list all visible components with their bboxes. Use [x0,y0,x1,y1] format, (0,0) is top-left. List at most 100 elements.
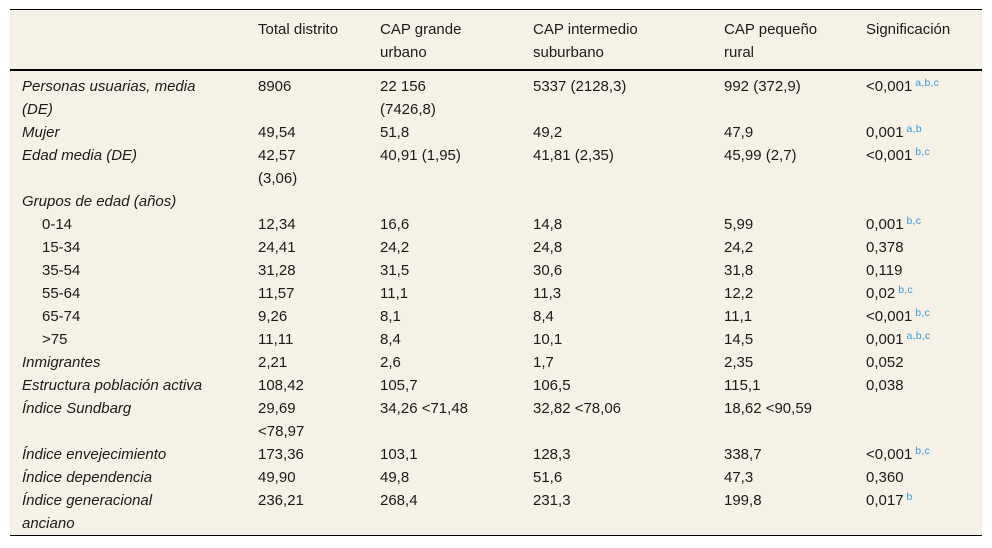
cell-total-distrito: 31,28 [258,262,296,279]
column-header-cap-intermedio-suburbano: CAP intermedio suburbano [533,9,724,71]
significance-value: 0,017 [866,492,904,509]
table-row: Personas usuarias, media (DE) 8906 22 15… [10,70,982,121]
cell-total-distrito: 49,90 [258,469,296,486]
cell-total-distrito: 108,42 [258,377,304,394]
cell-significacion: <0,001 b,c [866,305,982,328]
footnote-reference-link[interactable]: b,c [915,146,930,158]
footnote-reference-link[interactable]: b,c [906,215,922,227]
cell-cap-intermedio-suburbano: 10,1 [533,331,563,348]
table-row: Índice Sundbarg 29,69 <78,97 34,26 <71,4… [10,397,982,443]
column-header-cap-pequeno-rural: CAP pequeño rural [724,9,866,71]
cell-total-distrito: 2,21 [258,354,288,371]
cell-significacion: 0,052 [866,351,982,374]
cell-significacion: 0,038 [866,374,982,397]
table-row: Índice dependencia 49,90 49,8 51,6 47,3 … [10,466,982,489]
cell-cap-grande-urbano: 49,8 [380,469,410,486]
cell-cap-pequeno-rural: 11,1 [724,308,753,325]
cell-cap-intermedio-suburbano: 14,8 [533,216,563,233]
row-label: 15-34 [42,239,81,256]
cell-cap-grande-urbano: 105,7 [380,377,418,394]
cell-cap-intermedio-suburbano: 128,3 [533,446,571,463]
row-label: Edad media (DE) [22,147,138,164]
significance-value: 0,360 [866,469,904,486]
cell-significacion: 0,017 b [866,489,982,536]
table-row: Mujer 49,54 51,8 49,2 47,9 0,001 a,b [10,121,982,144]
cell-significacion [866,397,982,443]
cell-significacion: 0,001 b,c [866,213,982,236]
cell-cap-intermedio-suburbano: 8,4 [533,308,554,325]
table-row: 55-64 11,57 11,1 11,3 12,2 0,02 b,c [10,282,982,305]
footnote-reference-link[interactable]: a,b,c [906,330,931,342]
significance-value: <0,001 [866,147,913,164]
footnote-reference-link[interactable]: a,b [906,123,922,135]
cell-cap-pequeno-rural: 2,35 [724,354,754,371]
cell-cap-grande-urbano: 24,2 [380,239,410,256]
cell-cap-grande-urbano: 8,4 [380,331,401,348]
table-row: Índice generacional anciano 236,21 268,4… [10,489,982,536]
cell-cap-pequeno-rural: 47,9 [724,124,754,141]
row-label: 65-74 [42,308,81,325]
cell-total-distrito: 42,57 (3,06) [258,147,298,187]
cell-cap-grande-urbano: 34,26 <71,48 [380,400,469,417]
cell-total-distrito: 49,54 [258,124,296,141]
footnote-reference-link[interactable]: b,c [915,445,930,457]
row-label: Índice envejecimiento [22,446,167,463]
cell-cap-grande-urbano: 22 156 (7426,8) [380,78,436,118]
cell-cap-grande-urbano: 2,6 [380,354,401,371]
footnote-reference-link[interactable]: b,c [915,307,930,319]
footnote-reference-link[interactable]: b [906,491,913,503]
row-label: 35-54 [42,262,81,279]
cell-cap-intermedio-suburbano: 51,6 [533,469,563,486]
cell-cap-pequeno-rural: 24,2 [724,239,754,256]
cell-cap-grande-urbano [380,190,533,213]
cell-cap-grande-urbano: 16,6 [380,216,410,233]
cell-significacion: 0,119 [866,259,982,282]
cell-cap-grande-urbano: 11,1 [380,285,409,302]
cell-total-distrito: 11,11 [258,331,294,348]
cell-cap-intermedio-suburbano: 5337 (2128,3) [533,78,627,95]
cell-significacion: 0,02 b,c [866,282,982,305]
cell-cap-pequeno-rural: 45,99 (2,7) [724,147,797,164]
row-label: Índice Sundbarg [22,400,132,417]
significance-value: <0,001 [866,308,913,325]
header-row: Total distrito CAP grande urbano CAP int… [10,9,982,71]
cell-cap-pequeno-rural: 47,3 [724,469,754,486]
table-row: Índice envejecimiento 173,36 103,1 128,3… [10,443,982,466]
row-label: Mujer [22,124,60,141]
row-label: 0-14 [42,216,73,233]
cell-cap-intermedio-suburbano: 24,8 [533,239,563,256]
significance-value: 0,119 [866,262,903,279]
significance-value: 0,001 [866,124,904,141]
row-label: >75 [42,331,68,348]
cell-cap-intermedio-suburbano [533,190,724,213]
cell-cap-intermedio-suburbano: 32,82 <78,06 [533,400,622,417]
row-label: Índice dependencia [22,469,153,486]
demographics-table: Total distrito CAP grande urbano CAP int… [10,9,982,536]
cell-significacion: <0,001 b,c [866,144,982,190]
significance-value: 0,001 [866,331,904,348]
column-header-significacion: Significación [866,9,982,71]
footnote-reference-link[interactable]: a,b,c [915,77,940,89]
cell-cap-grande-urbano: 268,4 [380,492,418,509]
table-row: 35-54 31,28 31,5 30,6 31,8 0,119 [10,259,982,282]
cell-total-distrito: 173,36 [258,446,304,463]
significance-value: 0,378 [866,239,904,256]
table-row: 65-74 9,26 8,1 8,4 11,1 <0,001 b,c [10,305,982,328]
row-label: Estructura población activa [22,377,203,394]
row-label: Índice generacional anciano [22,492,153,532]
table-row: Estructura población activa 108,42 105,7… [10,374,982,397]
cell-cap-intermedio-suburbano: 30,6 [533,262,563,279]
cell-significacion: 0,378 [866,236,982,259]
significance-value: 0,02 [866,285,896,302]
cell-cap-pequeno-rural [724,190,866,213]
column-header-total-distrito: Total distrito [258,9,380,71]
table-row: 0-14 12,34 16,6 14,8 5,99 0,001 b,c [10,213,982,236]
footnote-reference-link[interactable]: b,c [898,284,913,296]
table-row: Inmigrantes 2,21 2,6 1,7 2,35 0,052 [10,351,982,374]
column-header-empty [10,9,258,71]
cell-cap-pequeno-rural: 12,2 [724,285,754,302]
cell-total-distrito: 29,69 <78,97 [258,400,305,440]
cell-significacion: 0,360 [866,466,982,489]
significance-value: 0,052 [866,354,904,371]
cell-total-distrito [258,190,380,213]
